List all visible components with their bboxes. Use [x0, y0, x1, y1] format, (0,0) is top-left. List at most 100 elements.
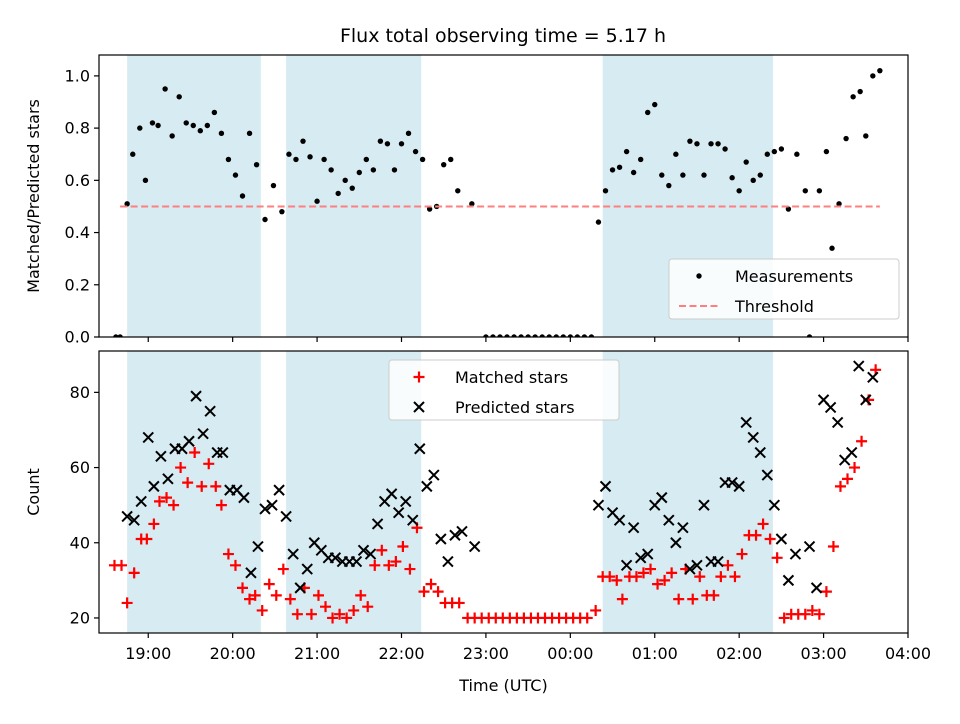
- measurement-point: [778, 146, 785, 152]
- predicted-star-point: [155, 450, 167, 462]
- predicted-star-point: [148, 480, 160, 493]
- measurement-point: [117, 334, 123, 337]
- y-tick-label: 0.6: [65, 171, 90, 190]
- matched-star-point: [203, 458, 215, 470]
- matched-star-point: [590, 604, 602, 616]
- measurement-point: [384, 141, 391, 147]
- predicted-star-point: [803, 540, 816, 553]
- predicted-star-point: [364, 548, 377, 560]
- matched-star-point: [334, 608, 346, 620]
- predicted-star-point: [421, 480, 433, 493]
- matched-star-point: [196, 480, 208, 492]
- measurement-point: [645, 109, 651, 116]
- measurement-point: [441, 161, 447, 168]
- predicted-star-point: [259, 503, 271, 515]
- predicted-star-point: [414, 443, 426, 455]
- measurement-point: [455, 188, 461, 194]
- predicted-star-point: [121, 510, 133, 523]
- measurement-point: [581, 334, 588, 337]
- matched-star-point: [806, 604, 818, 616]
- matched-star-point: [694, 571, 706, 583]
- matched-star-point: [355, 589, 367, 601]
- matched-star-point: [652, 578, 664, 590]
- measurement-point: [602, 188, 609, 194]
- shaded-interval: [286, 55, 422, 337]
- predicted-star-point: [698, 499, 710, 511]
- matched-star-point: [827, 541, 839, 553]
- measurement-point: [539, 334, 545, 337]
- predicted-star-point: [183, 435, 195, 447]
- measurement-point: [239, 193, 246, 199]
- matched-star-point: [453, 597, 465, 609]
- measurement-point: [595, 219, 602, 225]
- x-tick-label: 00:00: [547, 644, 593, 663]
- measurement-point: [673, 151, 679, 157]
- measurement-point: [637, 156, 644, 163]
- matched-star-point: [799, 608, 811, 620]
- predicted-star-point: [810, 582, 823, 594]
- measurement-point: [560, 334, 566, 337]
- predicted-star-point: [867, 371, 879, 384]
- measurement-point: [729, 175, 735, 181]
- measurement-point: [794, 151, 800, 157]
- predicted-star-point: [162, 473, 174, 485]
- measurement-point: [743, 159, 749, 165]
- measurement-point: [497, 334, 503, 337]
- x-tick-label: 22:00: [378, 644, 424, 663]
- matched-star-point: [348, 604, 360, 616]
- x-tick-label: 19:00: [125, 644, 171, 663]
- matched-star-point: [210, 480, 222, 492]
- legend-label: Measurements: [735, 267, 853, 286]
- measurement-point: [391, 167, 398, 173]
- predicted-star-point: [613, 514, 626, 526]
- matched-star-point: [645, 563, 657, 575]
- measurement-point: [857, 88, 863, 95]
- matched-star-point: [369, 559, 381, 571]
- matched-star-point: [390, 556, 402, 568]
- measurement-point: [149, 120, 156, 126]
- matched-star-point: [666, 567, 678, 579]
- matched-star-point: [327, 612, 339, 624]
- measurement-point: [169, 133, 175, 139]
- matched-star-point: [397, 541, 409, 553]
- measurement-point: [232, 172, 239, 178]
- measurement-point: [270, 182, 277, 189]
- predicted-star-point: [656, 491, 668, 504]
- x-tick-label: 03:00: [801, 644, 847, 663]
- matched-star-point: [771, 552, 783, 564]
- y-tick-label: 0.8: [65, 119, 90, 138]
- y-axis-label: Count: [24, 468, 43, 516]
- matched-star-point: [722, 559, 734, 571]
- measurement-point: [398, 141, 405, 147]
- predicted-star-point: [754, 446, 766, 459]
- matched-star-point: [736, 548, 748, 560]
- predicted-star-point: [385, 488, 398, 500]
- predicted-star-point: [301, 563, 313, 575]
- matched-star-point: [630, 571, 642, 583]
- measurement-point: [666, 182, 672, 189]
- predicted-star-point: [740, 416, 752, 429]
- matched-star-point: [849, 462, 861, 474]
- x-tick-label: 20:00: [210, 644, 256, 663]
- measurement-point: [162, 86, 168, 92]
- predicted-star-point: [733, 480, 745, 493]
- predicted-star-point: [280, 510, 292, 523]
- matched-star-point: [215, 499, 227, 511]
- measurement-point: [412, 148, 419, 155]
- measurement-point: [225, 156, 232, 163]
- measurement-point: [469, 201, 475, 207]
- measurement-point: [155, 122, 161, 129]
- measurement-point: [659, 172, 665, 178]
- predicted-star-point: [627, 522, 640, 534]
- matched-star-point: [376, 544, 388, 556]
- measurement-point: [806, 334, 813, 337]
- predicted-star-point: [273, 484, 285, 496]
- legend-box: [388, 359, 620, 421]
- matched-star-point: [305, 608, 317, 620]
- measurement-point: [708, 141, 714, 147]
- predicted-star-point: [190, 390, 202, 402]
- matched-star-point: [341, 612, 353, 624]
- matched-star-point: [141, 533, 153, 545]
- measurement-point: [142, 177, 149, 184]
